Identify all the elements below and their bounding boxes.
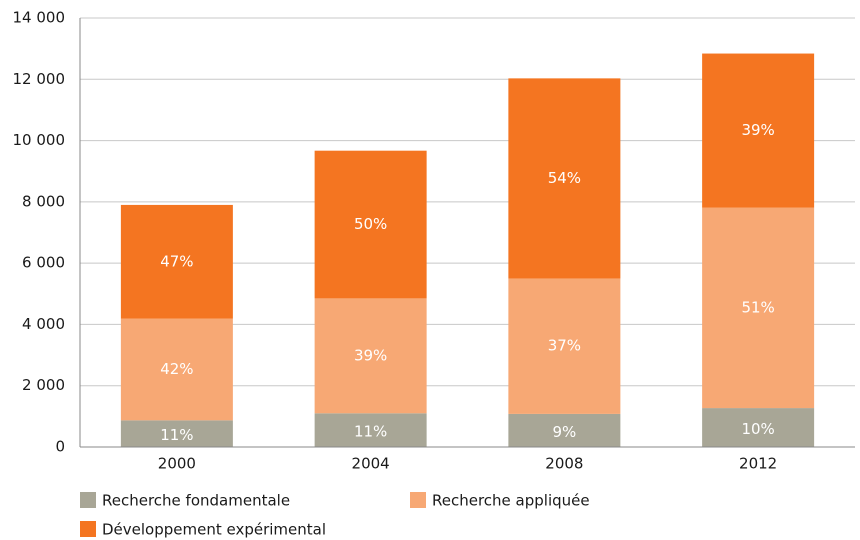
- segment-label: 37%: [548, 337, 581, 355]
- y-tick-label: 0: [55, 438, 65, 456]
- segment-label: 39%: [354, 346, 387, 364]
- bar-segment: [120, 318, 233, 421]
- segment-label: 11%: [354, 423, 387, 441]
- y-tick-label: 8 000: [22, 192, 65, 210]
- x-tick-label: 2012: [739, 455, 777, 473]
- bar-segment: [120, 204, 233, 319]
- segment-label: 42%: [160, 360, 193, 378]
- segment-label: 10%: [741, 420, 774, 438]
- bar-segment: [702, 408, 815, 447]
- segment-label: 11%: [160, 426, 193, 444]
- segment-label: 54%: [548, 169, 581, 187]
- segment-label: 50%: [354, 215, 387, 233]
- segment-label: 51%: [741, 298, 774, 316]
- segment-label: 39%: [741, 121, 774, 139]
- legend-label: Recherche fondamentale: [102, 492, 290, 510]
- bar-segment: [314, 413, 427, 447]
- bar-segment: [314, 298, 427, 414]
- segment-label: 47%: [160, 252, 193, 270]
- y-tick-label: 4 000: [22, 315, 65, 333]
- bar-segment: [702, 207, 815, 409]
- legend-swatch: [80, 492, 96, 508]
- x-tick-label: 2000: [158, 455, 196, 473]
- y-tick-label: 10 000: [13, 131, 66, 149]
- legend-swatch: [80, 521, 96, 537]
- x-tick-label: 2008: [545, 455, 583, 473]
- bar-segment: [314, 150, 427, 299]
- bar-segment: [508, 78, 621, 279]
- segment-label: 9%: [552, 423, 576, 441]
- bar-segment: [508, 278, 621, 414]
- legend-swatch: [410, 492, 426, 508]
- y-tick-label: 2 000: [22, 376, 65, 394]
- y-tick-label: 6 000: [22, 254, 65, 272]
- bar-segment: [120, 420, 233, 447]
- bar-segment: [702, 53, 815, 208]
- bar-segment: [508, 413, 621, 447]
- legend-label: Recherche appliquée: [432, 492, 590, 510]
- y-tick-label: 14 000: [13, 9, 66, 27]
- x-tick-label: 2004: [352, 455, 390, 473]
- legend-label: Développement expérimental: [102, 521, 326, 539]
- y-tick-label: 12 000: [13, 70, 66, 88]
